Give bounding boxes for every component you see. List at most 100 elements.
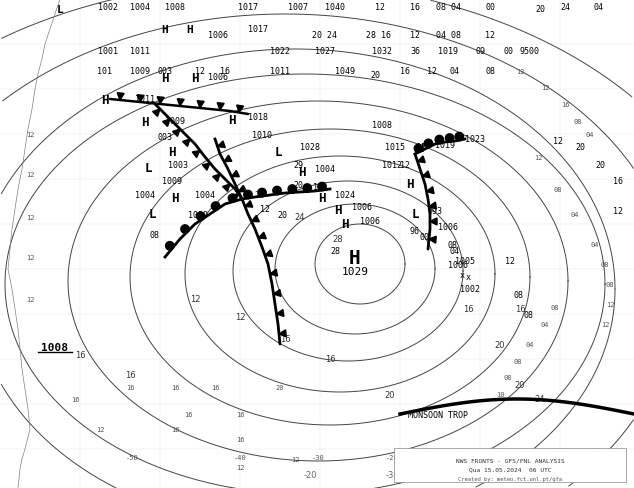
Text: 16: 16 [210,384,219,390]
Text: 12: 12 [291,456,299,462]
Text: 16: 16 [515,305,526,314]
Text: 08: 08 [605,282,614,287]
Polygon shape [273,290,281,297]
Text: 08: 08 [447,240,457,249]
Text: 08 04: 08 04 [436,3,460,13]
Text: H: H [101,93,109,106]
Polygon shape [172,130,180,137]
Text: MONSOON TROP: MONSOON TROP [408,409,468,419]
Text: 1002: 1002 [460,285,480,294]
Circle shape [165,242,174,250]
Circle shape [181,225,189,234]
Circle shape [318,183,327,191]
Text: L: L [145,161,152,174]
Text: H: H [161,71,169,84]
Polygon shape [279,330,287,337]
Text: -50: -50 [126,454,138,460]
Text: 003: 003 [157,133,172,142]
Text: 20 24: 20 24 [313,30,337,40]
Text: -30: -30 [385,469,399,479]
Text: 08: 08 [514,358,522,364]
Text: H: H [171,191,179,204]
Polygon shape [236,106,243,113]
Text: 20: 20 [370,70,380,80]
Text: 1024: 1024 [335,190,355,199]
Text: 20: 20 [495,340,505,349]
Text: 1018: 1018 [248,113,268,122]
Text: 1011: 1011 [135,95,155,104]
Circle shape [414,145,423,153]
Text: 24: 24 [534,395,545,404]
Text: 12: 12 [541,85,549,91]
Text: 12: 12 [26,132,34,138]
Text: H: H [406,178,414,191]
Text: 20: 20 [575,143,585,152]
Text: 04: 04 [450,67,460,76]
Text: H: H [228,113,236,126]
Text: H: H [318,191,326,204]
Circle shape [288,185,297,194]
Text: 1001: 1001 [98,47,118,57]
Polygon shape [259,233,266,239]
Text: 04: 04 [591,242,599,247]
Text: 12: 12 [505,257,515,266]
Polygon shape [137,96,144,103]
Text: 1008: 1008 [165,3,185,13]
Polygon shape [162,120,170,127]
Polygon shape [238,186,247,192]
Text: H: H [191,71,198,84]
Text: 24: 24 [295,213,305,222]
Text: 28: 28 [333,235,344,244]
Text: H: H [162,25,169,35]
Text: 1006: 1006 [208,73,228,82]
Text: 1006: 1006 [448,260,468,269]
Text: 1027: 1027 [315,47,335,57]
Polygon shape [429,203,436,210]
Circle shape [455,133,463,142]
Text: 16: 16 [313,183,323,192]
Circle shape [424,140,432,148]
Text: 1004: 1004 [135,190,155,199]
Text: 993: 993 [427,207,443,216]
Polygon shape [231,171,239,177]
Polygon shape [245,201,253,208]
Text: 00: 00 [420,233,430,242]
Text: 12: 12 [26,254,34,261]
Text: 08: 08 [553,186,562,193]
Circle shape [258,189,266,197]
Text: 16: 16 [560,102,569,108]
Text: 1006: 1006 [438,223,458,232]
Text: 16: 16 [280,335,290,344]
Polygon shape [223,184,230,192]
Text: H: H [341,218,349,231]
Text: 12: 12 [96,426,104,432]
Text: 04 08: 04 08 [436,30,460,40]
Text: 16: 16 [236,436,244,442]
Text: L: L [56,5,63,15]
Text: 12: 12 [26,215,34,221]
Text: 20: 20 [255,190,265,199]
Text: 12: 12 [235,313,245,322]
Text: 1009: 1009 [188,210,208,219]
Text: 1015: 1015 [385,143,405,152]
Circle shape [446,135,454,143]
Text: 12: 12 [485,30,495,40]
Text: 1002: 1002 [98,3,118,13]
Text: 16: 16 [125,370,135,379]
Text: 1011: 1011 [130,47,150,57]
Text: H: H [186,25,193,35]
Text: 9500: 9500 [520,47,540,57]
Text: 04: 04 [526,341,534,347]
Text: 1028: 1028 [300,143,320,152]
Polygon shape [429,237,436,244]
Text: 1040: 1040 [325,3,345,13]
Text: 00: 00 [503,47,513,57]
Text: 12: 12 [400,160,410,169]
Circle shape [228,195,236,203]
Polygon shape [422,172,430,178]
Polygon shape [117,94,124,101]
Text: x: x [460,270,465,279]
Text: L: L [275,145,281,158]
Text: Qua 15.05.2024  06 UTC: Qua 15.05.2024 06 UTC [469,467,551,471]
Text: 08: 08 [601,262,609,267]
